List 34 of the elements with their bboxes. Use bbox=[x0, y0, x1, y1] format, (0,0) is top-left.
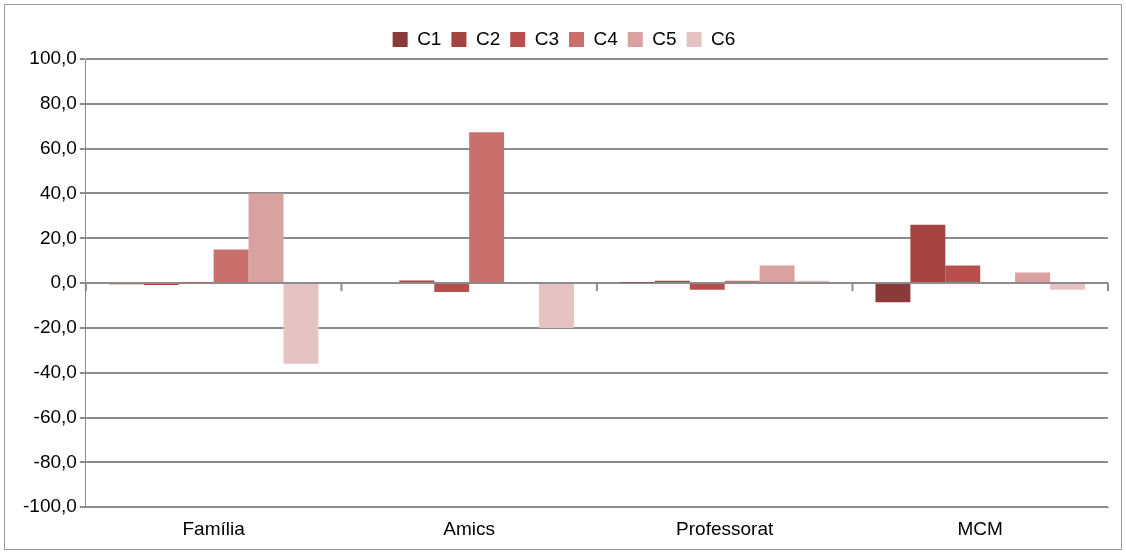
bar bbox=[539, 284, 574, 328]
legend-label: C4 bbox=[593, 27, 619, 49]
legend-label: C5 bbox=[652, 27, 677, 49]
y-tick-label: -80,0 bbox=[33, 450, 77, 472]
bar bbox=[759, 265, 795, 283]
bar bbox=[1015, 272, 1051, 283]
legend-label: C3 bbox=[534, 27, 560, 49]
bar bbox=[434, 284, 470, 293]
x-tick-label: MCM bbox=[957, 517, 1003, 539]
legend-label: C1 bbox=[417, 27, 442, 49]
bar bbox=[910, 224, 946, 283]
x-tick-label: Amics bbox=[443, 517, 496, 539]
bar bbox=[875, 284, 911, 303]
bar bbox=[283, 284, 319, 364]
y-tick-label: 40,0 bbox=[39, 181, 77, 203]
y-tick-label: -20,0 bbox=[33, 316, 77, 338]
y-tick-label: 0,0 bbox=[50, 271, 77, 293]
bar bbox=[248, 193, 284, 283]
y-tick-label: 60,0 bbox=[39, 136, 77, 158]
legend-label: C2 bbox=[475, 27, 501, 49]
bar bbox=[945, 265, 981, 283]
y-tick-label: 80,0 bbox=[39, 92, 77, 114]
y-tick-label: -60,0 bbox=[33, 405, 77, 427]
bar bbox=[213, 249, 249, 283]
y-tick-label: 100,0 bbox=[29, 47, 77, 69]
bar bbox=[689, 284, 725, 290]
y-tick-label: 20,0 bbox=[39, 226, 77, 248]
y-tick-label: -100,0 bbox=[23, 495, 77, 517]
legend-label: C6 bbox=[711, 27, 736, 49]
bar bbox=[1050, 284, 1085, 290]
y-tick-label: -40,0 bbox=[33, 360, 77, 382]
x-tick-label: Família bbox=[182, 517, 246, 539]
bar bbox=[469, 132, 505, 283]
x-tick-label: Professorat bbox=[676, 517, 774, 539]
